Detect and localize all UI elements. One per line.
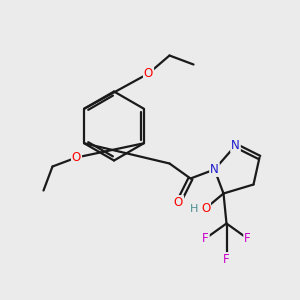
Text: F: F bbox=[244, 232, 251, 245]
Text: F: F bbox=[223, 253, 230, 266]
Text: O: O bbox=[144, 67, 153, 80]
Text: O: O bbox=[174, 196, 183, 209]
Text: O: O bbox=[201, 202, 210, 215]
Text: F: F bbox=[202, 232, 209, 245]
Text: N: N bbox=[231, 139, 240, 152]
Text: H: H bbox=[190, 203, 198, 214]
Text: N: N bbox=[210, 163, 219, 176]
Text: O: O bbox=[72, 151, 81, 164]
